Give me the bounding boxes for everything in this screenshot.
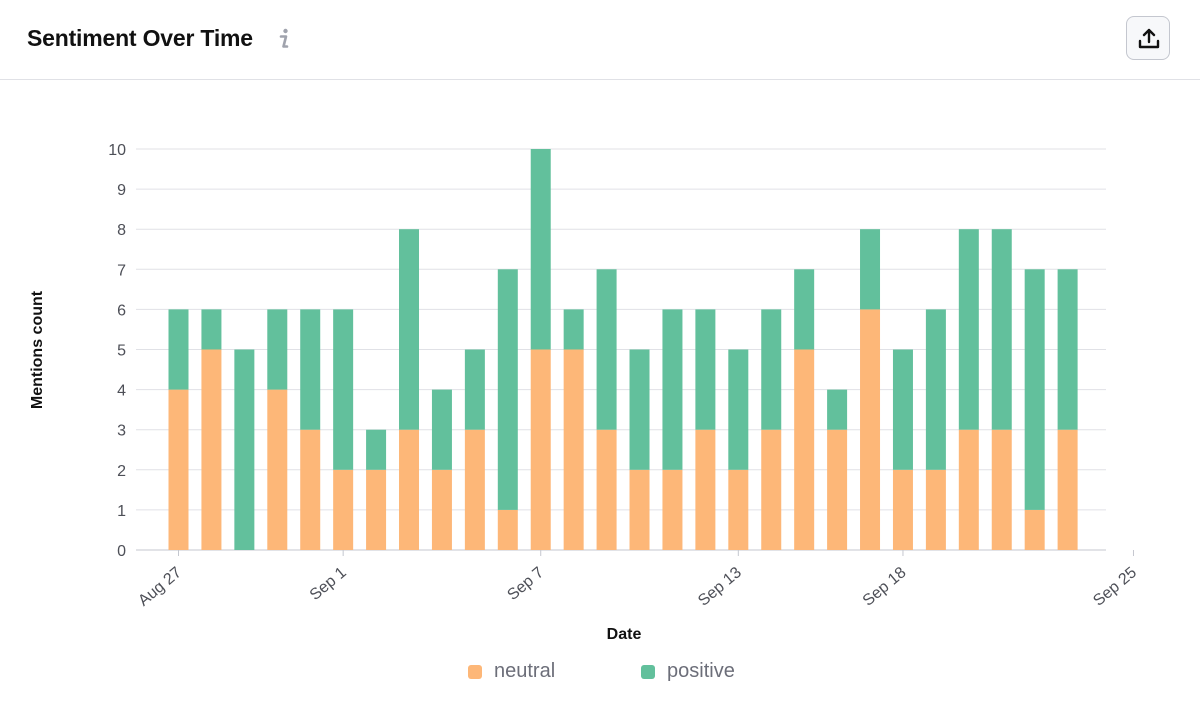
bar-positive[interactable]	[728, 349, 749, 470]
legend-label: neutral	[494, 660, 556, 682]
bar-neutral[interactable]	[892, 469, 913, 550]
x-axis-title: Date	[607, 626, 642, 643]
bar-neutral[interactable]	[497, 509, 518, 550]
bar-neutral[interactable]	[958, 429, 979, 550]
bar-positive[interactable]	[794, 269, 815, 350]
y-axis-title: Mentions count	[29, 290, 46, 409]
bar-positive[interactable]	[827, 389, 848, 430]
y-tick-label: 2	[117, 463, 126, 480]
y-tick-label: 0	[117, 543, 126, 560]
bar-neutral[interactable]	[168, 389, 189, 550]
bar-positive[interactable]	[860, 229, 881, 310]
page-title: Sentiment Over Time	[27, 25, 253, 51]
bar-positive[interactable]	[201, 309, 222, 350]
y-axis-ticks: 0 1 2 3 4 5 6 7 8 9 10	[108, 142, 126, 560]
x-tick-label: Sep 7	[504, 564, 547, 604]
bar-neutral[interactable]	[1024, 509, 1045, 550]
bar-neutral[interactable]	[530, 349, 551, 551]
bar-neutral[interactable]	[860, 309, 881, 550]
bar-positive[interactable]	[761, 309, 782, 430]
chart-header: Sentiment Over Time	[0, 0, 1200, 80]
bar-neutral[interactable]	[431, 469, 452, 550]
y-tick-label: 10	[108, 142, 126, 159]
info-icon[interactable]	[276, 27, 292, 51]
y-tick-label: 1	[117, 503, 126, 520]
x-tick-label: Sep 18	[860, 564, 910, 610]
bar-neutral[interactable]	[366, 469, 387, 550]
bar-positive[interactable]	[464, 349, 485, 430]
bar-neutral[interactable]	[662, 469, 683, 550]
bars	[168, 149, 1078, 551]
bar-neutral[interactable]	[629, 469, 650, 550]
x-axis-ticks: Aug 27 Sep 1 Sep 7 Sep 13 Sep 18 Sep 25	[135, 550, 1140, 610]
y-tick-label: 9	[117, 182, 126, 199]
bar-positive[interactable]	[1024, 269, 1045, 510]
bar-neutral[interactable]	[728, 469, 749, 550]
grid-lines	[136, 148, 1106, 551]
upload-icon	[1138, 28, 1160, 49]
bar-neutral[interactable]	[925, 469, 946, 550]
x-tick-label: Sep 1	[307, 564, 350, 604]
legend-label: positive	[667, 660, 735, 682]
bar-positive[interactable]	[596, 269, 617, 430]
y-tick-label: 8	[117, 222, 126, 239]
bar-positive[interactable]	[399, 229, 420, 430]
export-button[interactable]	[1126, 16, 1170, 60]
x-tick-label: Sep 25	[1090, 564, 1140, 610]
bar-positive[interactable]	[662, 309, 683, 470]
chart-legend: neutral positive	[0, 658, 1200, 688]
bar-neutral[interactable]	[761, 429, 782, 550]
bar-positive[interactable]	[1057, 269, 1078, 430]
bar-neutral[interactable]	[399, 429, 420, 550]
bar-neutral[interactable]	[201, 349, 222, 551]
y-tick-label: 3	[117, 423, 126, 440]
bar-positive[interactable]	[958, 229, 979, 430]
bar-positive[interactable]	[892, 349, 913, 470]
bar-positive[interactable]	[267, 309, 288, 390]
bar-neutral[interactable]	[827, 429, 848, 550]
bar-neutral[interactable]	[1057, 429, 1078, 550]
bar-neutral[interactable]	[300, 429, 321, 550]
stacked-bar-chart: 0 1 2 3 4 5 6 7 8 9 10 Aug 27 Sep 1 Sep 7 Sep 13 Sep 1…	[29, 142, 1140, 643]
bar-positive[interactable]	[333, 309, 354, 470]
bar-positive[interactable]	[431, 389, 452, 470]
bar-neutral[interactable]	[794, 349, 815, 551]
bar-positive[interactable]	[629, 349, 650, 470]
y-tick-label: 6	[117, 302, 126, 319]
bar-positive[interactable]	[530, 149, 551, 350]
bar-positive[interactable]	[497, 269, 518, 510]
bar-positive[interactable]	[925, 309, 946, 470]
bar-positive[interactable]	[563, 309, 584, 350]
legend-swatch-positive	[641, 665, 655, 679]
bar-neutral[interactable]	[563, 349, 584, 551]
bar-neutral[interactable]	[333, 469, 354, 550]
bar-positive[interactable]	[168, 309, 189, 390]
bar-neutral[interactable]	[267, 389, 288, 550]
bar-positive[interactable]	[991, 229, 1012, 430]
bar-neutral[interactable]	[991, 429, 1012, 550]
bar-positive[interactable]	[300, 309, 321, 430]
x-tick-label: Aug 27	[135, 564, 185, 610]
bar-positive[interactable]	[234, 349, 255, 551]
bar-positive[interactable]	[366, 429, 387, 470]
legend-swatch-neutral	[468, 665, 482, 679]
bar-neutral[interactable]	[464, 429, 485, 550]
y-tick-label: 7	[117, 262, 126, 279]
bar-positive[interactable]	[695, 309, 716, 430]
x-tick-label: Sep 13	[695, 564, 745, 610]
bar-neutral[interactable]	[596, 429, 617, 550]
y-tick-label: 5	[117, 343, 126, 360]
y-tick-label: 4	[117, 383, 126, 400]
bar-neutral[interactable]	[695, 429, 716, 550]
